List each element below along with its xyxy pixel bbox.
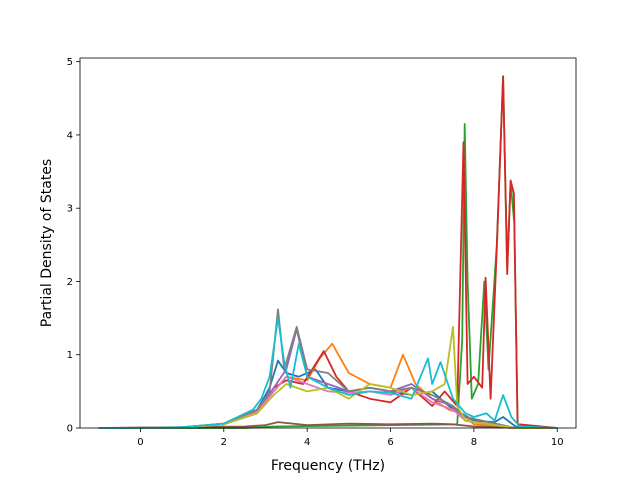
ticks-layer: 0 2 4 6 8 10 0 1 2 3 4 5 — [67, 57, 564, 448]
series-layer — [98, 75, 558, 429]
series-line-10 — [98, 317, 558, 429]
x-tick-label: 6 — [387, 437, 393, 448]
x-tick-label: 2 — [221, 437, 227, 448]
x-tick-label: 4 — [304, 437, 310, 448]
series-line-9 — [98, 325, 558, 429]
plot-frame — [79, 57, 577, 429]
plot-background — [80, 58, 576, 428]
y-tick-label: 5 — [67, 57, 73, 68]
y-tick-label: 1 — [67, 350, 73, 361]
series-line-3 — [98, 75, 558, 429]
y-tick-label: 0 — [67, 424, 73, 435]
x-tick-label: 8 — [471, 437, 477, 448]
x-tick-label: 10 — [551, 437, 564, 448]
x-axis-label: Frequency (THz) — [271, 458, 385, 474]
series-line-6 — [98, 421, 558, 429]
y-tick-label: 4 — [67, 130, 73, 141]
y-axis-label: Partial Density of States — [39, 159, 55, 327]
x-tick-label: 0 — [137, 437, 143, 448]
y-tick-label: 3 — [67, 204, 73, 215]
y-tick-label: 2 — [67, 277, 73, 288]
